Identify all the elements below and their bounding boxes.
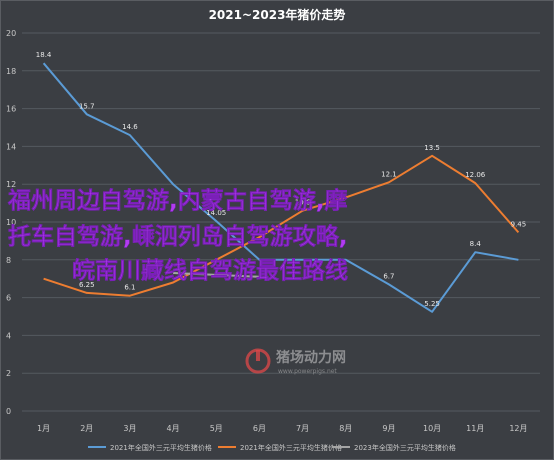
x-tick-label: 4月	[167, 424, 180, 433]
data-label: 14.6	[122, 123, 138, 131]
data-label: 6.7	[383, 272, 394, 280]
x-tick-label: 6月	[253, 424, 266, 433]
x-tick-label: 5月	[210, 424, 223, 433]
series-line-2	[43, 154, 520, 297]
x-tick-label: 2月	[80, 424, 93, 433]
y-tick-label: 14	[6, 142, 16, 151]
y-tick-label: 8	[6, 256, 11, 265]
legend-label-2: 2021年全国外三元平均生猪价格	[240, 443, 342, 452]
data-label: 14.05	[206, 209, 226, 217]
data-label: 6.1	[124, 284, 135, 292]
y-tick-label: 12	[6, 180, 16, 189]
x-tick-label: 3月	[123, 424, 136, 433]
data-label: 12.06	[465, 171, 486, 179]
overlay-line-2: 托车自驾游,嵊泗列岛自驾游攻略,	[8, 223, 347, 250]
x-tick-label: 12月	[509, 424, 527, 433]
y-tick-label: 16	[6, 105, 16, 114]
logo-bar-icon	[256, 350, 260, 361]
x-tick-label: 7月	[296, 424, 309, 433]
legend: 2021年全国外三元平均生猪价格 2021年全国外三元平均生猪价格 2023年全国外…	[88, 443, 456, 452]
watermark-brand: 猪场动力网	[275, 349, 346, 366]
y-tick-label: 4	[6, 331, 11, 340]
watermark: 猪场动力网 www.powerpigs.net	[245, 348, 346, 375]
x-tick-label: 9月	[382, 424, 395, 433]
x-tick-label: 1月	[37, 424, 50, 433]
data-label: 18.4	[36, 51, 52, 59]
data-label: 10.6	[295, 199, 311, 207]
watermark-url: www.powerpigs.net	[278, 368, 337, 375]
x-tick-label: 8月	[339, 424, 352, 433]
x-tick-label: 10月	[423, 424, 441, 433]
data-label: 6.25	[79, 281, 95, 289]
overlay-line-3: 皖南川藏线自驾游最佳路线	[72, 257, 348, 284]
series-line-3	[173, 272, 260, 278]
data-label: 12.1	[381, 170, 397, 178]
series-lines	[42, 62, 520, 313]
overlay-text: 福州周边自驾游,内蒙古自驾游,摩 托车自驾游,嵊泗列岛自驾游攻略, 皖南川藏线自…	[7, 187, 348, 284]
data-label: 9.45	[511, 220, 527, 228]
data-label: 13.5	[424, 144, 440, 152]
x-tick-label: 11月	[466, 424, 484, 433]
data-label: 5.25	[424, 300, 440, 308]
y-tick-label: 18	[6, 67, 16, 76]
data-label: 8.4	[470, 240, 482, 248]
legend-label-3: 2023年全国外三元平均生猪价格	[354, 443, 456, 452]
grid-lines	[22, 32, 540, 412]
data-labels: 18.4 15.7 14.6 14.05 6.7 5.25 8.4 6.25 6.1 10.6 12…	[36, 51, 526, 308]
y-tick-label: 6	[6, 294, 11, 303]
y-axis-ticks: 0 2 4 6 8 10 12 14 16 18 20	[6, 29, 16, 416]
y-tick-label: 0	[6, 407, 11, 416]
legend-label-1: 2021年全国外三元平均生猪价格	[110, 443, 212, 452]
series-line-1	[42, 62, 519, 313]
overlay-line-1: 福州周边自驾游,内蒙古自驾游,摩	[7, 187, 347, 214]
y-tick-label: 10	[6, 218, 16, 227]
chart-title: 2021~2023年猪价走势	[209, 7, 346, 22]
y-tick-label: 2	[6, 369, 11, 378]
y-tick-label: 20	[6, 29, 16, 38]
x-axis-ticks: 1月 2月 3月 4月 5月 6月 7月 8月 9月 10月 11月 12月	[37, 424, 527, 433]
data-label: 15.7	[79, 102, 95, 110]
